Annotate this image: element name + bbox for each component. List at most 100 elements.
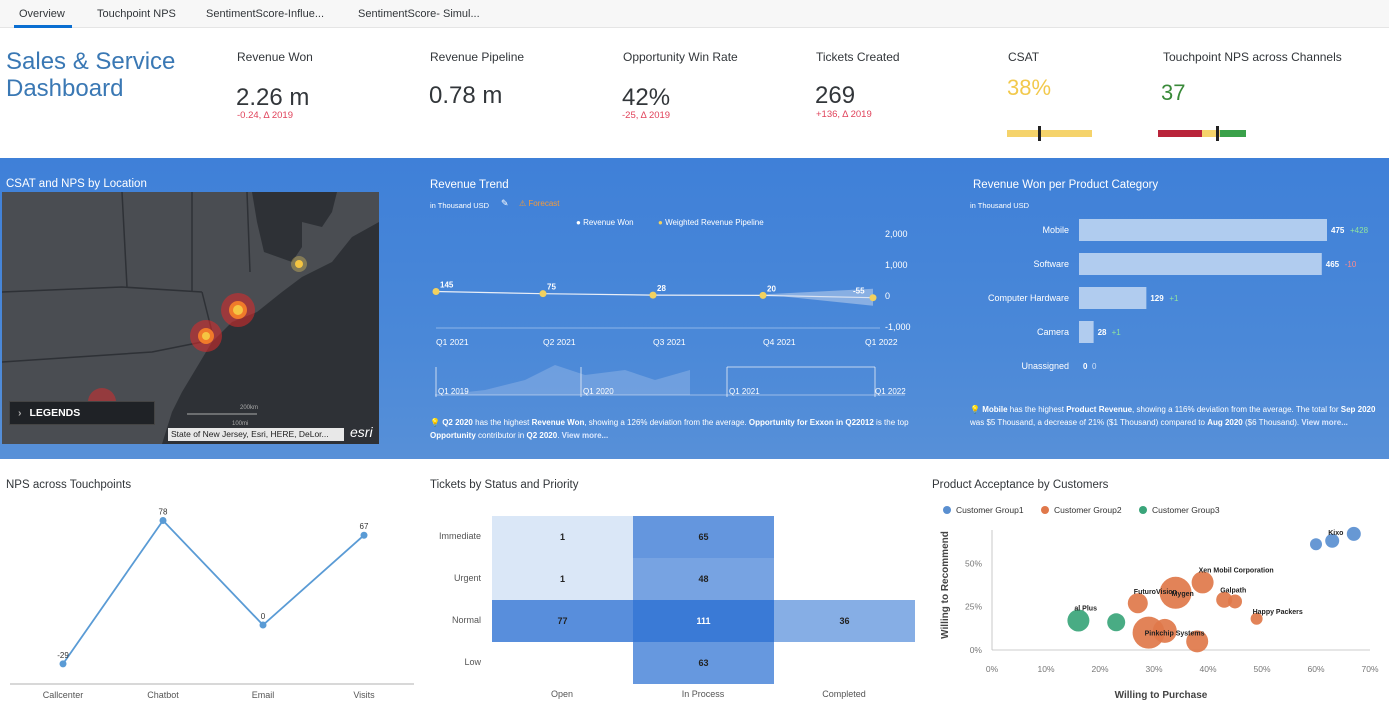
navigator-area — [440, 365, 690, 395]
legend-marker — [943, 506, 951, 514]
bar-value: 129 — [1150, 294, 1164, 303]
acceptance-section-title: Product Acceptance by Customers — [932, 479, 1109, 491]
point-label: Happy Packers — [1253, 609, 1303, 616]
x-tick-label: 50% — [1253, 664, 1270, 674]
legend-label: Weighted Revenue Pipeline — [665, 218, 764, 227]
note-text: contributor in — [475, 431, 527, 440]
tab-sentimentscore-influence[interactable]: SentimentScore-Influe... — [206, 8, 325, 20]
scatter-point — [1216, 591, 1233, 608]
heatmap-cell[interactable]: 1 — [492, 516, 633, 558]
heatmap-row-label: Urgent — [453, 573, 481, 583]
legend-marker — [1139, 506, 1147, 514]
legend-dot-icon: ● — [658, 218, 663, 227]
dashboard-title-line2: Dashboard — [6, 75, 124, 102]
map-hotspot-core — [233, 305, 243, 315]
note-strong: Opportunity for Exxon in Q22012 — [748, 418, 874, 427]
note-strong: Sep 2020 — [1340, 405, 1376, 414]
data-label: -55 — [853, 287, 865, 296]
scatter-point — [1250, 612, 1263, 625]
tab-touchpoint-nps[interactable]: Touchpoint NPS — [97, 8, 176, 20]
heatmap-cell[interactable]: 77 — [492, 600, 633, 642]
x-tick-label: Email — [252, 690, 275, 700]
kpi-label: Revenue Won — [237, 50, 313, 64]
point-label: Pinkchip Systems — [1145, 631, 1205, 638]
data-label: 78 — [159, 507, 168, 516]
lightbulb-icon: 💡 — [970, 405, 983, 414]
heatmap-cell[interactable]: 65 — [633, 516, 774, 558]
legend-revenue-won[interactable]: ● Revenue Won — [576, 218, 634, 227]
forecast-band — [763, 288, 873, 306]
heatmap-col-label: Completed — [822, 689, 866, 699]
data-label: 67 — [360, 522, 369, 531]
nps-bullet-bar-yellow — [1202, 130, 1220, 137]
pencil-icon[interactable]: ✎ — [501, 198, 509, 208]
category-bar-chart[interactable]: Mobile 475 +428 Software 465 -10 Computer Hard… — [960, 210, 1380, 380]
legend-label: Customer Group1 — [956, 505, 1024, 515]
y-tick-label: 2,000 — [885, 229, 908, 239]
map-state-borders — [2, 192, 251, 363]
scatter-point — [1067, 609, 1090, 632]
y-axis-title: Willing to Recommend — [940, 531, 951, 639]
navigator-label: Q1 2021 — [729, 387, 760, 396]
heatmap-cell[interactable]: 48 — [633, 558, 774, 600]
heatmap-cell[interactable]: 1 — [492, 558, 633, 600]
note-text: . — [557, 431, 562, 440]
data-point — [360, 531, 368, 539]
data-label: 20 — [767, 284, 776, 293]
csat-target-marker — [1038, 126, 1041, 141]
tickets-section-title: Tickets by Status and Priority — [430, 479, 579, 491]
legends-button[interactable]: › LEGENDS — [9, 401, 155, 425]
heatmap-cell[interactable]: 63 — [633, 642, 774, 684]
bar-delta: +1 — [1169, 294, 1179, 303]
data-point — [649, 291, 657, 299]
note-strong: Mobile — [982, 405, 1008, 414]
data-point — [259, 621, 267, 629]
esri-logo: esri — [350, 424, 373, 440]
forecast-label: Forecast — [528, 199, 560, 208]
view-more-link[interactable]: View more... — [561, 431, 609, 440]
acceptance-scatter-chart[interactable]: Customer Group1 Customer Group2 Customer G… — [930, 500, 1385, 710]
x-tick-label: Callcenter — [43, 690, 84, 700]
warning-icon: ⚠ — [519, 199, 529, 208]
kpi-delta: -25, Δ 2019 — [622, 110, 671, 121]
heatmap-row-label: Normal — [451, 615, 481, 625]
data-point — [59, 660, 67, 668]
heatmap-cell[interactable]: 111 — [633, 600, 774, 642]
nps-bullet-bar-red — [1158, 130, 1202, 137]
map-hotspot-core — [202, 332, 210, 340]
scatter-point — [1310, 538, 1322, 551]
revenue-trend-chart[interactable]: 2,000 1,000 0 -1,000 145 Q1 2021 75 Q2 2021 28 Q3… — [425, 225, 925, 400]
nps-line-chart[interactable]: -29 Callcenter 78 Chatbot 0 Email 67 Visits — [0, 495, 420, 710]
x-tick-label: Q4 2021 — [763, 337, 796, 347]
legends-label: LEGENDS — [29, 407, 81, 419]
forecast-toggle[interactable]: ⚠ Forecast — [519, 199, 560, 208]
heatmap-cell[interactable]: 36 — [774, 600, 915, 642]
note-strong: Aug 2020 — [1207, 418, 1243, 427]
nps-bullet-bar-green — [1220, 130, 1246, 137]
bar-value: 0 — [1083, 362, 1088, 371]
kpi-value: 2.26 m — [236, 84, 310, 111]
x-tick-label: 20% — [1091, 664, 1108, 674]
category-subtitle: in Thousand USD — [970, 201, 1030, 210]
bar-delta: 0 — [1092, 362, 1097, 371]
x-tick-label: Q3 2021 — [653, 337, 686, 347]
scatter-point — [1325, 533, 1340, 548]
tab-overview[interactable]: Overview — [19, 8, 65, 20]
scatter-point — [1152, 618, 1177, 643]
note-strong: Q2 2020 — [526, 431, 558, 440]
map-hotspot-core — [295, 260, 303, 268]
y-tick-label: 0 — [885, 291, 890, 301]
map-scale-bottom: 100mi — [232, 421, 248, 427]
map-landmass — [2, 192, 379, 444]
note-text: has the highest — [1007, 405, 1067, 414]
tab-sentimentscore-simulation[interactable]: SentimentScore- Simul... — [358, 8, 480, 20]
data-point — [159, 516, 167, 524]
view-more-link[interactable]: View more... — [1301, 418, 1348, 427]
kpi-value: 42% — [622, 84, 671, 111]
revenue-trend-insight: 💡 Q2 2020 has the highest Revenue Won, s… — [430, 416, 920, 442]
heatmap-col-label: In Process — [681, 689, 725, 699]
legend-weighted-pipeline[interactable]: ● Weighted Revenue Pipeline — [658, 218, 764, 227]
legend-label: Revenue Won — [583, 218, 634, 227]
note-strong: Q2 2020 — [442, 418, 473, 427]
kpi-value: 0.78 m — [429, 82, 503, 109]
